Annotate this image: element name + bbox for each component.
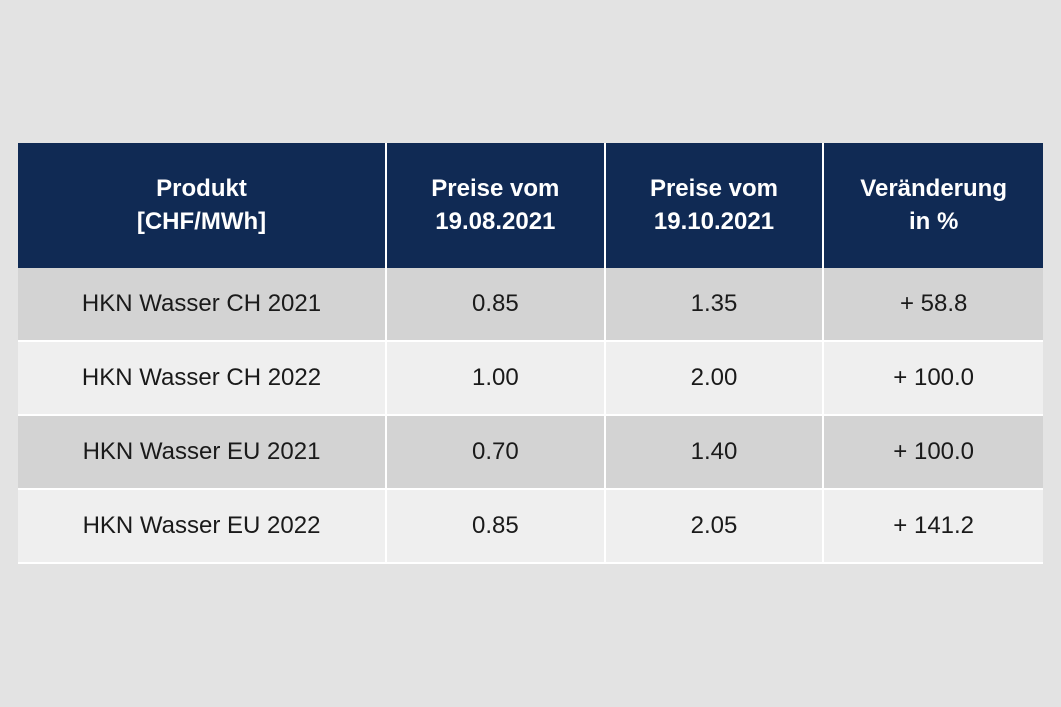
cell-change: + 141.2 <box>824 490 1043 564</box>
table-row: HKN Wasser CH 2021 0.85 1.35 + 58.8 <box>18 268 1043 342</box>
cell-change: + 58.8 <box>824 268 1043 342</box>
table-header-row: Produkt [CHF/MWh] Preise vom 19.08.2021 … <box>18 143 1043 268</box>
cell-change: + 100.0 <box>824 342 1043 416</box>
table-row: HKN Wasser EU 2022 0.85 2.05 + 141.2 <box>18 490 1043 564</box>
col-header-line2: in % <box>909 208 958 235</box>
col-header-line2: [CHF/MWh] <box>137 208 266 235</box>
col-header-line2: 19.10.2021 <box>654 208 774 235</box>
col-header-line2: 19.08.2021 <box>435 208 555 235</box>
col-header-price-a: Preise vom 19.08.2021 <box>387 143 606 268</box>
price-table: Produkt [CHF/MWh] Preise vom 19.08.2021 … <box>18 143 1043 564</box>
cell-price-a: 0.70 <box>387 416 606 490</box>
col-header-line1: Preise vom <box>650 175 778 202</box>
cell-change: + 100.0 <box>824 416 1043 490</box>
col-header-change: Veränderung in % <box>824 143 1043 268</box>
cell-price-a: 0.85 <box>387 268 606 342</box>
cell-product: HKN Wasser CH 2022 <box>18 342 387 416</box>
cell-product: HKN Wasser EU 2022 <box>18 490 387 564</box>
col-header-product: Produkt [CHF/MWh] <box>18 143 387 268</box>
table-row: HKN Wasser EU 2021 0.70 1.40 + 100.0 <box>18 416 1043 490</box>
table-row: HKN Wasser CH 2022 1.00 2.00 + 100.0 <box>18 342 1043 416</box>
cell-price-b: 2.05 <box>606 490 825 564</box>
table-header: Produkt [CHF/MWh] Preise vom 19.08.2021 … <box>18 143 1043 268</box>
cell-product: HKN Wasser EU 2021 <box>18 416 387 490</box>
col-header-price-b: Preise vom 19.10.2021 <box>606 143 825 268</box>
cell-price-b: 1.40 <box>606 416 825 490</box>
cell-price-b: 2.00 <box>606 342 825 416</box>
cell-price-b: 1.35 <box>606 268 825 342</box>
cell-price-a: 0.85 <box>387 490 606 564</box>
table-body: HKN Wasser CH 2021 0.85 1.35 + 58.8 HKN … <box>18 268 1043 564</box>
table-container: Produkt [CHF/MWh] Preise vom 19.08.2021 … <box>0 143 1061 564</box>
col-header-line1: Produkt <box>156 175 247 202</box>
col-header-line1: Veränderung <box>860 175 1007 202</box>
col-header-line1: Preise vom <box>431 175 559 202</box>
cell-price-a: 1.00 <box>387 342 606 416</box>
cell-product: HKN Wasser CH 2021 <box>18 268 387 342</box>
